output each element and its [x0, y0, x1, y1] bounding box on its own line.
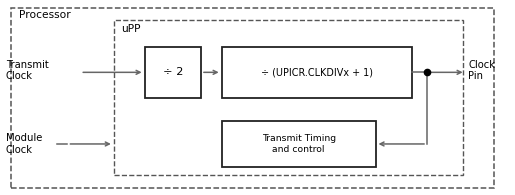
Text: Transmit
Clock: Transmit Clock: [6, 60, 48, 81]
Bar: [145, 47, 201, 98]
Text: Transmit Timing
and control: Transmit Timing and control: [262, 134, 336, 154]
Text: Processor: Processor: [19, 10, 71, 20]
Bar: [114, 20, 463, 175]
Text: ÷ (UPICR.CLKDIVx + 1): ÷ (UPICR.CLKDIVx + 1): [261, 67, 372, 77]
Bar: [221, 47, 411, 98]
Text: ÷ 2: ÷ 2: [163, 67, 183, 77]
Bar: [221, 121, 375, 167]
Text: Module
Clock: Module Clock: [6, 133, 42, 155]
Text: Clock
Pin: Clock Pin: [468, 60, 495, 81]
Text: uPP: uPP: [122, 24, 141, 34]
